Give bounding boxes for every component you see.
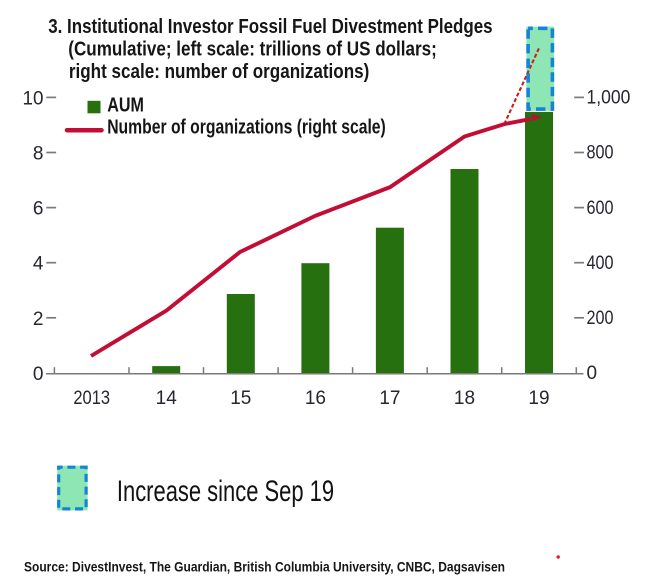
svg-text:(Cumulative; left scale: trill: (Cumulative; left scale: trillions of US… — [68, 39, 437, 61]
svg-text:1,000: 1,000 — [587, 88, 631, 109]
svg-text:6: 6 — [33, 199, 44, 220]
svg-text:800: 800 — [587, 143, 614, 164]
svg-text:600: 600 — [587, 198, 614, 219]
svg-text:17: 17 — [379, 388, 400, 409]
svg-text:0: 0 — [587, 363, 598, 384]
svg-text:Source: DivestInvest, The Guar: Source: DivestInvest, The Guardian, Brit… — [24, 558, 505, 574]
svg-text:2013: 2013 — [73, 388, 110, 409]
svg-text:10: 10 — [23, 88, 44, 109]
svg-text:14: 14 — [156, 388, 178, 409]
svg-text:3. Institutional Investor Foss: 3. Institutional Investor Fossil Fuel Di… — [48, 16, 492, 38]
svg-text:4: 4 — [33, 254, 44, 275]
svg-text:2: 2 — [33, 309, 44, 330]
svg-text:Number of organizations (right: Number of organizations (right scale) — [107, 117, 386, 139]
svg-text:15: 15 — [230, 388, 251, 409]
svg-text:Increase since Sep 19: Increase since Sep 19 — [117, 475, 334, 508]
svg-text:8: 8 — [33, 144, 44, 165]
svg-text:16: 16 — [305, 388, 326, 409]
svg-text:200: 200 — [587, 308, 614, 329]
svg-text:right scale: number of organiz: right scale: number of organizations) — [69, 61, 369, 83]
svg-text:0: 0 — [33, 364, 44, 385]
svg-text:18: 18 — [454, 388, 475, 409]
svg-text:400: 400 — [587, 253, 614, 274]
svg-text:AUM: AUM — [107, 95, 144, 117]
svg-text:19: 19 — [528, 388, 549, 409]
